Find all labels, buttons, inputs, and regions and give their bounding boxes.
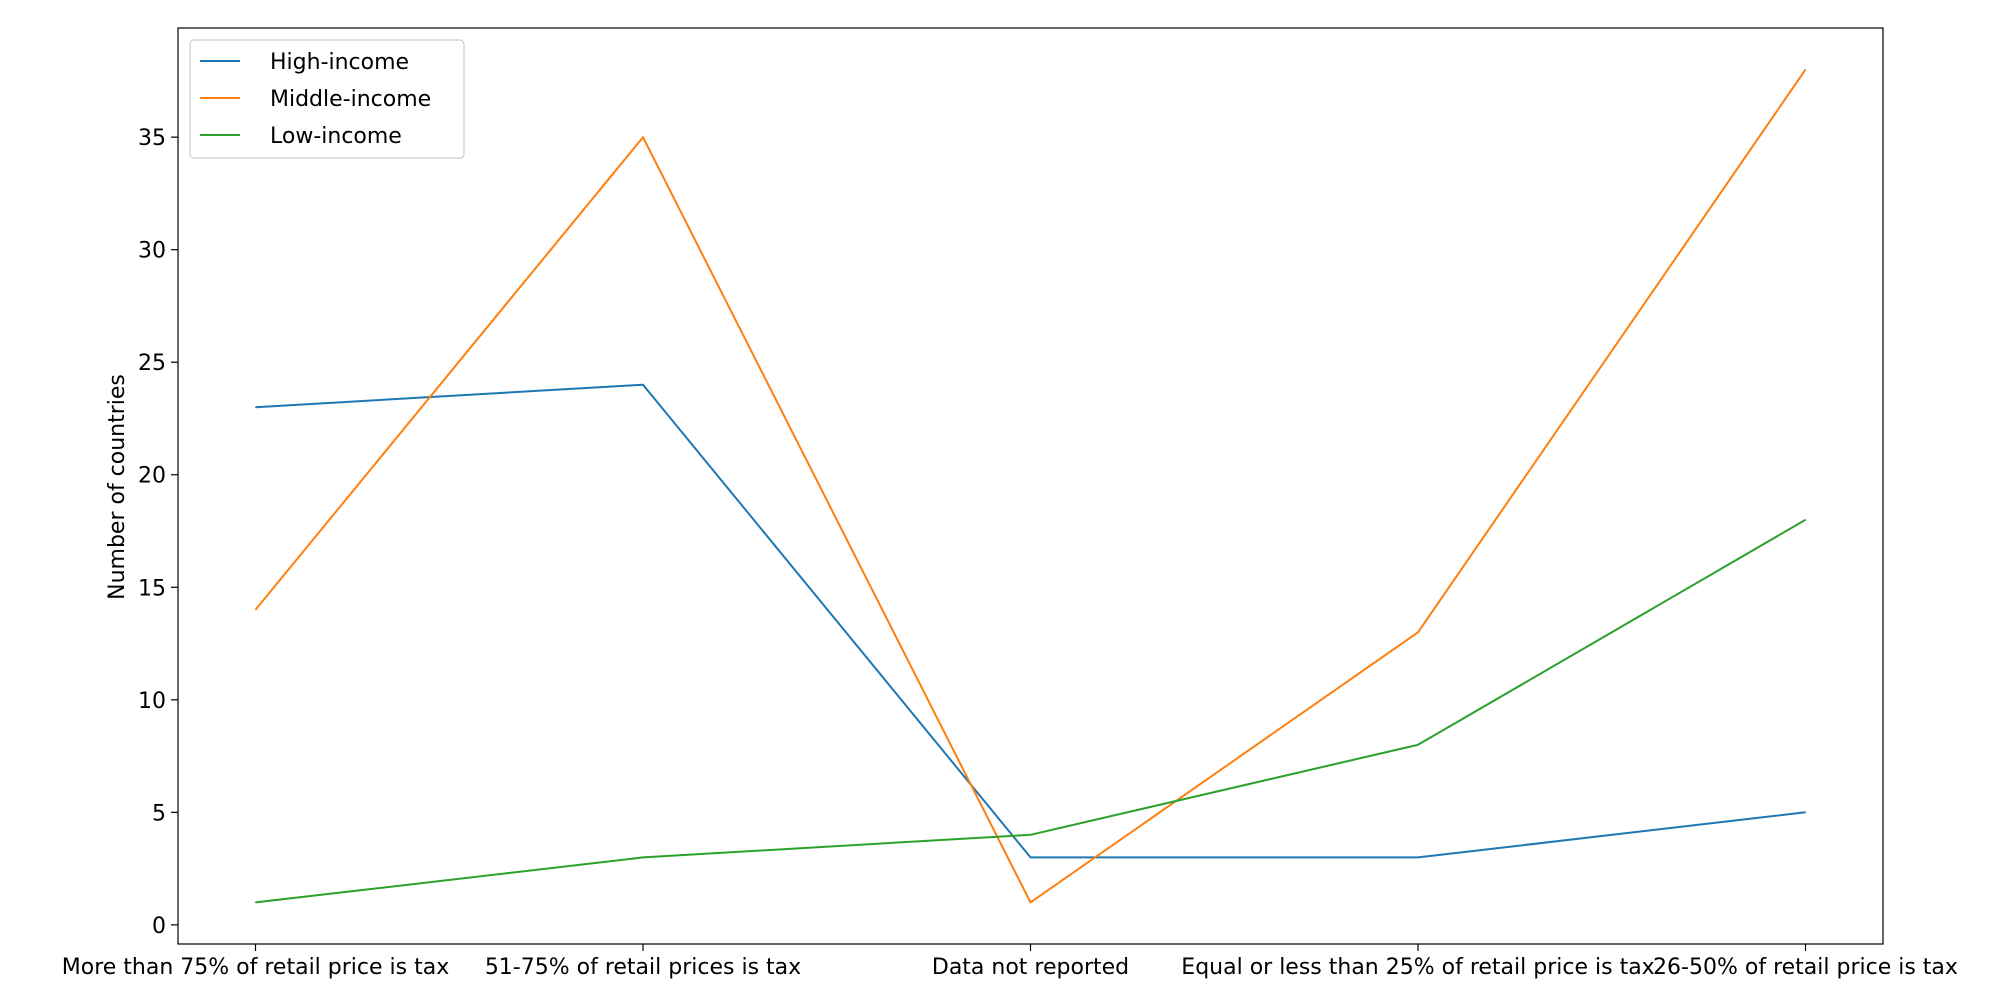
data-point — [642, 136, 644, 138]
series-layer — [254, 69, 1807, 904]
y-tick-label: 35 — [138, 126, 166, 151]
x-tick-label: More than 75% of retail price is tax — [62, 955, 449, 980]
data-point — [255, 609, 256, 611]
y-tick-label: 0 — [152, 914, 166, 939]
x-tick-label: Equal or less than 25% of retail price i… — [1181, 955, 1654, 980]
y-tick-label: 20 — [138, 464, 166, 489]
x-tick-label: 51-75% of retail prices is tax — [485, 955, 801, 980]
legend-box — [189, 39, 465, 159]
y-tick-label: 5 — [152, 801, 166, 826]
axes-layer: 0 5 10 15 20 25 30 35 More than 75% of retail pr… — [62, 27, 1958, 980]
y-axis-title: Number of countries — [105, 374, 130, 600]
data-point — [1805, 519, 1806, 521]
x-tick-label: Data not reported — [932, 955, 1129, 980]
data-point — [255, 901, 256, 903]
data-point — [1417, 856, 1419, 858]
data-point — [1417, 744, 1419, 746]
legend-label: High-income — [270, 50, 409, 75]
data-point — [1417, 631, 1419, 633]
y-tick-label: 10 — [138, 689, 166, 714]
data-point — [642, 856, 644, 858]
data-point — [1030, 856, 1031, 858]
data-point — [255, 406, 256, 408]
data-point — [1030, 834, 1031, 836]
y-tick-label: 25 — [138, 351, 166, 376]
data-point — [642, 384, 644, 386]
data-point — [1805, 811, 1806, 813]
legend-label: Middle-income — [270, 87, 431, 112]
legend-label: Low-income — [270, 124, 402, 149]
data-point — [1030, 901, 1031, 903]
data-point — [1805, 69, 1806, 71]
x-tick-label: 26-50% of retail price is tax — [1653, 955, 1958, 980]
legend: High-income Middle-income Low-income — [189, 39, 465, 159]
y-tick-label: 15 — [138, 576, 166, 601]
y-tick-label: 30 — [138, 239, 166, 264]
